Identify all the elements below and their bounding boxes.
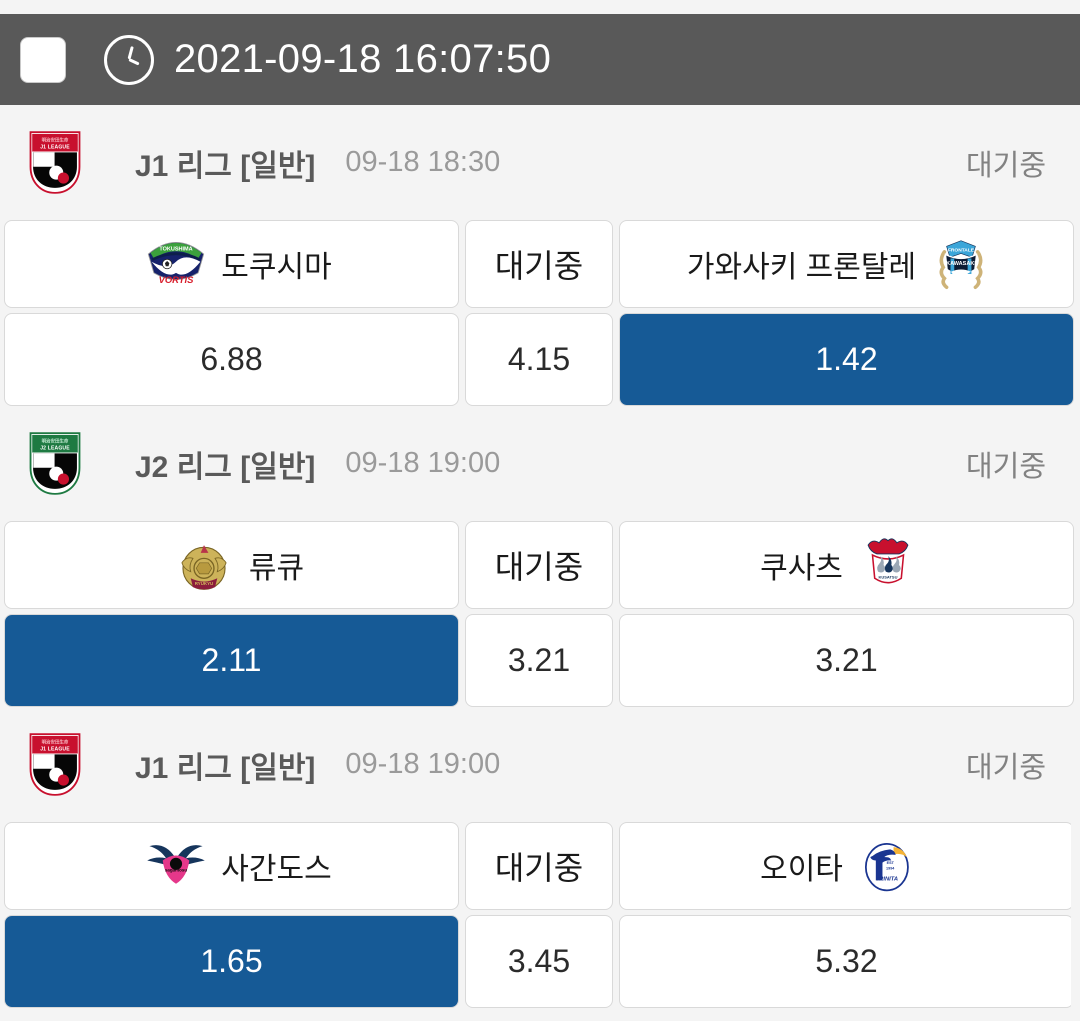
svg-text:VORTIS: VORTIS [159, 274, 195, 285]
svg-text:RYUKYU: RYUKYU [195, 581, 213, 586]
svg-text:EST: EST [886, 861, 894, 865]
svg-text:J1 LEAGUE: J1 LEAGUE [40, 144, 70, 150]
svg-text:明治安田生命: 明治安田生命 [42, 738, 69, 745]
svg-text:KAWASAKI: KAWASAKI [946, 261, 976, 267]
svg-text:TOKUSHIMA: TOKUSHIMA [160, 247, 193, 253]
svg-text:明治安田生命: 明治安田生命 [42, 437, 69, 444]
svg-text:J1 LEAGUE: J1 LEAGUE [40, 746, 70, 752]
svg-text:KUSATSU: KUSATSU [878, 574, 897, 579]
svg-text:1994: 1994 [886, 866, 895, 870]
svg-text:sagantosu: sagantosu [165, 868, 187, 873]
svg-text:明治安田生命: 明治安田生命 [42, 136, 69, 143]
svg-text:FRONTALE: FRONTALE [948, 247, 975, 253]
svg-text:J2 LEAGUE: J2 LEAGUE [40, 445, 70, 451]
svg-text:TRINITA: TRINITA [876, 876, 898, 882]
